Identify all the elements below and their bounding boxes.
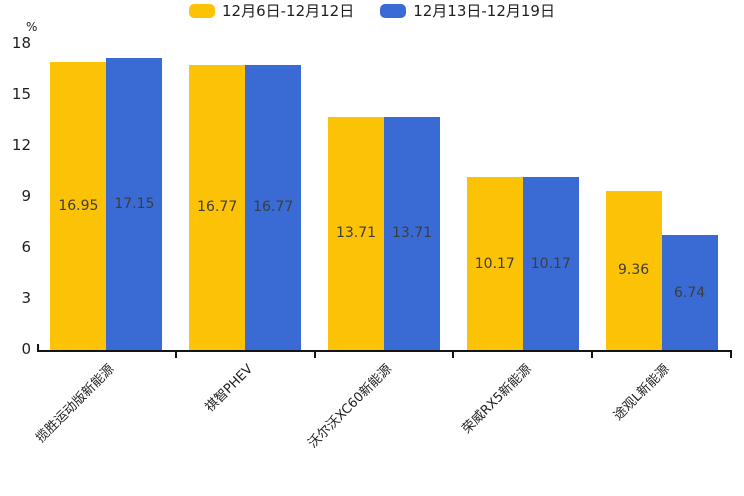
bar-series-1[interactable] (189, 64, 246, 350)
bar-series-2[interactable] (245, 64, 302, 350)
legend-item-series-2[interactable]: 12月13日-12月19日 (380, 0, 555, 21)
bar-series-1[interactable] (50, 61, 107, 350)
legend-label: 12月6日-12月12日 (222, 2, 355, 20)
bar-series-2[interactable] (522, 177, 579, 350)
x-axis-tick (313, 352, 316, 358)
x-axis-category-label: 沃尔沃XC60新能源 (305, 361, 396, 452)
x-axis-category-label: 揽胜运动版新能源 (33, 361, 118, 446)
x-axis-tick (452, 352, 455, 358)
bar-series-2[interactable] (661, 235, 718, 350)
legend-label: 12月13日-12月19日 (413, 2, 555, 20)
bar-series-2[interactable] (384, 116, 440, 350)
bar-series-2[interactable] (106, 58, 163, 350)
x-axis-tick (174, 352, 177, 358)
x-axis-tick (591, 352, 594, 358)
legend-swatch-icon (189, 3, 215, 18)
legend: 12月6日-12月12日 12月13日-12月19日 (0, 0, 744, 21)
x-axis-tick (730, 352, 732, 358)
y-axis-tick-label: 15 (11, 85, 31, 103)
y-axis-tick-label: 0 (21, 340, 31, 358)
y-axis-unit-label: % (26, 20, 38, 34)
y-axis-tick-label: 3 (21, 289, 31, 307)
legend-swatch-icon (380, 3, 407, 18)
y-axis-tick-label: 12 (11, 136, 31, 154)
bar-series-1[interactable] (605, 190, 662, 350)
y-axis-tick-label: 18 (11, 34, 31, 52)
bar-series-1[interactable] (466, 177, 523, 350)
bar-series-1[interactable] (328, 116, 384, 350)
axis-origin-tick (37, 344, 39, 350)
x-axis-category-label: 途观L新能源 (611, 361, 674, 424)
x-axis-category-label: 祺智PHEV (203, 361, 257, 416)
y-axis-tick-label: 9 (21, 187, 31, 205)
y-axis-tick-label: 6 (21, 238, 31, 256)
x-axis-category-label: 荣威RX5新能源 (459, 361, 535, 437)
x-axis-line (37, 350, 732, 352)
legend-item-series-1[interactable]: 12月6日-12月12日 (189, 0, 354, 21)
